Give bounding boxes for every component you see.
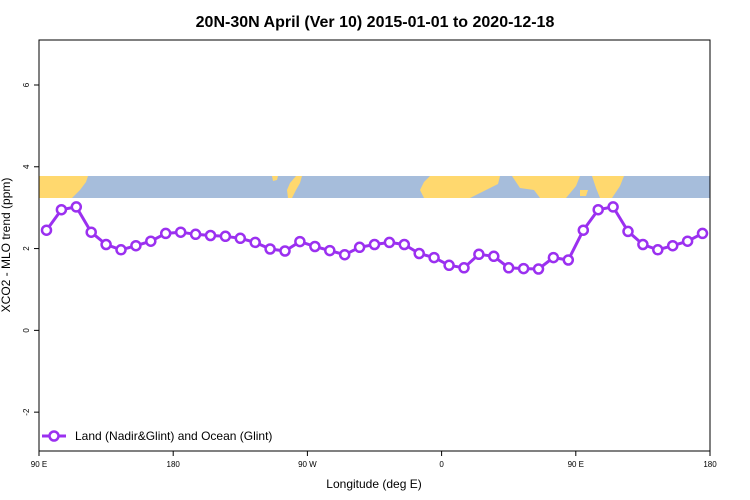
data-point	[532, 263, 545, 275]
series-polyline	[45, 205, 704, 271]
data-point	[40, 224, 53, 236]
data-point	[353, 241, 366, 254]
land-arabia-india	[512, 176, 580, 198]
data-point	[607, 201, 619, 213]
legend-label: Land (Nadir&Glint) and Ocean (Glint)	[75, 429, 272, 443]
y-axis: -2 0 2 4 6	[22, 82, 39, 416]
chart-title: 20N-30N April (Ver 10) 2015-01-01 to 202…	[196, 14, 555, 31]
data-point	[547, 251, 560, 264]
y-tick-label: -2	[22, 408, 31, 416]
x-tick-label: 0	[439, 460, 444, 469]
data-point	[562, 254, 575, 266]
x-tick-label: 180	[167, 460, 181, 469]
data-point	[294, 235, 306, 248]
land-north-america-west	[287, 176, 302, 198]
data-point	[488, 250, 500, 263]
x-tick-label: 90 E	[31, 460, 47, 469]
land-asia-west	[39, 176, 88, 198]
data-point	[159, 227, 172, 240]
data-point	[279, 245, 291, 257]
data-point	[115, 244, 127, 256]
data-point	[622, 225, 634, 238]
data-point	[652, 244, 664, 256]
x-tick-label: 90 W	[298, 460, 317, 469]
land-sea-island	[580, 190, 588, 196]
world-map-strip	[39, 176, 710, 198]
data-point	[264, 243, 276, 255]
data-point	[413, 247, 425, 260]
y-tick-label: 4	[22, 164, 31, 169]
data-point	[174, 226, 187, 238]
data-point	[189, 228, 202, 241]
legend: Land (Nadir&Glint) and Ocean (Glint)	[42, 429, 272, 443]
data-point	[368, 238, 381, 251]
data-point	[458, 262, 470, 274]
y-tick-label: 6	[22, 82, 31, 87]
series-points	[40, 201, 709, 275]
data-point	[473, 248, 485, 261]
data-point	[85, 226, 97, 238]
y-tick-label: 0	[22, 328, 31, 333]
y-axis-label: XCO2 - MLO trend (ppm)	[0, 178, 13, 313]
data-point	[145, 235, 157, 247]
data-point	[234, 232, 247, 245]
data-point	[338, 248, 351, 261]
data-point	[219, 230, 232, 243]
data-point	[130, 239, 142, 252]
land-asia-east	[592, 176, 624, 198]
x-tick-label: 90 E	[568, 460, 584, 469]
data-point	[204, 229, 217, 242]
data-point	[70, 201, 83, 213]
y-tick-label: 2	[22, 246, 31, 251]
x-axis-label: Longitude (deg E)	[326, 477, 421, 491]
data-point	[681, 235, 694, 247]
data-point	[577, 224, 590, 236]
land-north-america-small	[272, 176, 278, 181]
data-point	[443, 259, 455, 272]
data-point	[249, 236, 261, 249]
data-point	[309, 240, 321, 253]
data-point	[696, 227, 709, 240]
data-point	[383, 236, 396, 249]
data-point	[324, 244, 336, 257]
x-tick-label: 180	[703, 460, 717, 469]
data-point	[666, 239, 679, 252]
data-point	[428, 251, 440, 264]
data-point	[55, 203, 68, 216]
data-point	[100, 238, 112, 251]
x-axis: 90 E 180 90 W 0 90 E 180	[31, 451, 717, 469]
data-point	[398, 238, 411, 251]
land-africa	[420, 176, 500, 198]
legend-marker-swatch	[48, 430, 60, 442]
data-point	[592, 203, 604, 216]
data-point	[502, 262, 515, 274]
plot-frame	[38, 39, 711, 452]
data-point	[637, 238, 649, 251]
data-point	[517, 262, 530, 275]
